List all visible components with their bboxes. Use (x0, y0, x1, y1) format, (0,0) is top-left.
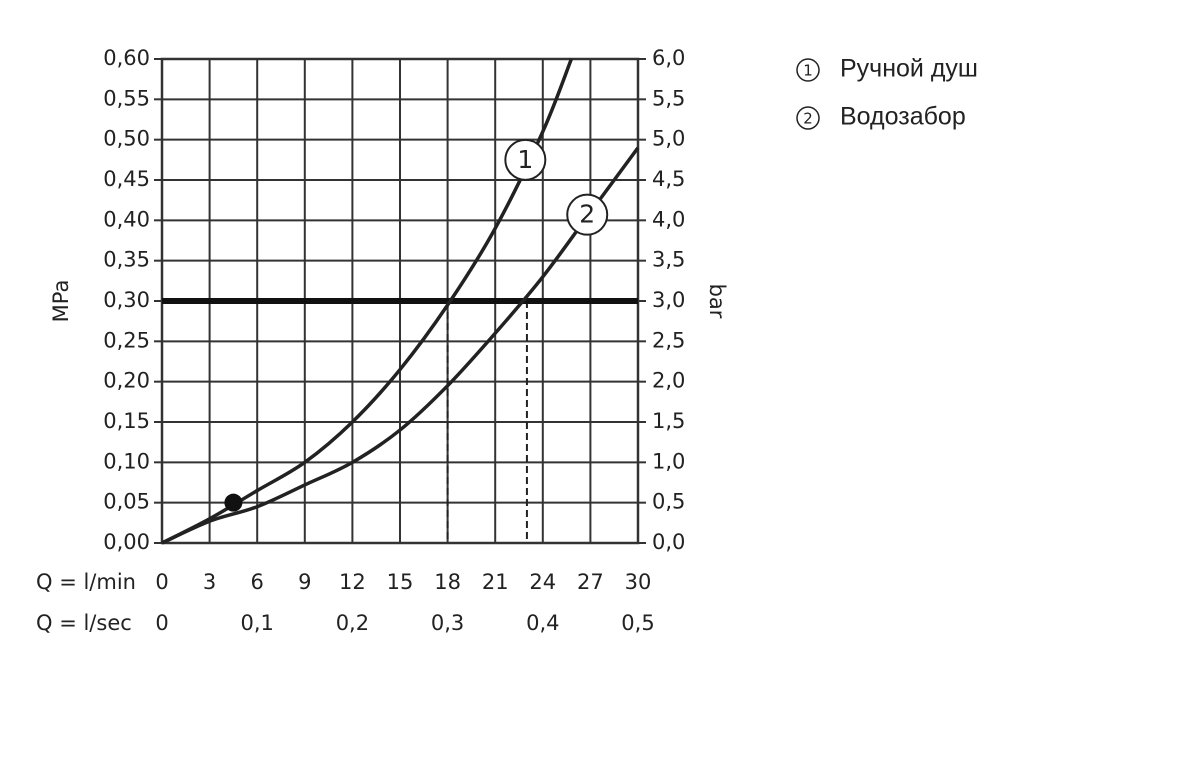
x-tick-label: 0 (155, 570, 168, 594)
legend-text: Водозабор (840, 103, 966, 131)
y-tick-label: 0,25 (103, 328, 150, 352)
x2-tick-label: 0,2 (336, 611, 369, 635)
x-tick-label: 6 (251, 570, 264, 594)
y-tick-label: 0,60 (103, 46, 150, 70)
x-tick-label: 3 (203, 570, 216, 594)
x2-tick-label: 0,5 (621, 611, 654, 635)
y2-tick-label: 0,0 (652, 530, 685, 554)
y-tick-label: 0,20 (103, 369, 150, 393)
y-tick-label: 0,05 (103, 490, 150, 514)
marker-point (224, 493, 243, 512)
y2-tick-label: 6,0 (652, 46, 685, 70)
y-tick-label: 0,35 (103, 248, 150, 272)
y-tick-label: 0,10 (103, 449, 150, 473)
y-tick-label: 0,00 (103, 530, 150, 554)
x-tick-label: 24 (529, 570, 556, 594)
y2-tick-label: 3,0 (652, 288, 685, 312)
y-tick-label: 0,15 (103, 409, 150, 433)
x2-tick-label: 0,4 (526, 611, 559, 635)
curve (161, 146, 640, 545)
x-tick-label: 12 (339, 570, 366, 594)
y-tick-label: 0,30 (103, 288, 150, 312)
y2-tick-label: 3,5 (652, 248, 685, 272)
curve-label: 2 (579, 200, 595, 229)
y2-axis-label: bar (705, 284, 729, 319)
curve-label-circle (566, 193, 609, 236)
legend-text: Ручной душ (840, 55, 978, 83)
curve-label-circle (504, 138, 547, 181)
y2-tick-label: 5,5 (652, 86, 685, 110)
y2-tick-label: 4,0 (652, 207, 685, 231)
x-tick-label: 15 (387, 570, 414, 594)
x-tick-label: 27 (577, 570, 604, 594)
legend-symbol-text: 2 (803, 110, 813, 128)
x-axis-label: Q = l/min (36, 570, 136, 594)
legend-symbol-text: 1 (803, 62, 813, 80)
x2-tick-label: 0,1 (240, 611, 273, 635)
y-tick-label: 0,50 (103, 127, 150, 151)
x2-axis-label: Q = l/sec (36, 611, 132, 635)
y2-tick-label: 4,5 (652, 167, 685, 191)
y-tick-label: 0,55 (103, 86, 150, 110)
y2-tick-label: 0,5 (652, 490, 685, 514)
legend-symbol (796, 58, 820, 82)
x-tick-label: 21 (482, 570, 509, 594)
x2-tick-label: 0 (155, 611, 168, 635)
curve-label: 1 (517, 145, 533, 174)
x-tick-label: 30 (625, 570, 652, 594)
y-tick-label: 0,45 (103, 167, 150, 191)
x-tick-label: 9 (298, 570, 311, 594)
x-tick-label: 18 (434, 570, 461, 594)
y2-tick-label: 1,5 (652, 409, 685, 433)
x2-tick-label: 0,3 (431, 611, 464, 635)
y2-tick-label: 1,0 (652, 449, 685, 473)
y-tick-label: 0,40 (103, 207, 150, 231)
y2-tick-label: 2,0 (652, 369, 685, 393)
legend-symbol (796, 106, 820, 130)
y-axis-label: MPa (49, 280, 73, 323)
y2-tick-label: 5,0 (652, 127, 685, 151)
y2-tick-label: 2,5 (652, 328, 685, 352)
